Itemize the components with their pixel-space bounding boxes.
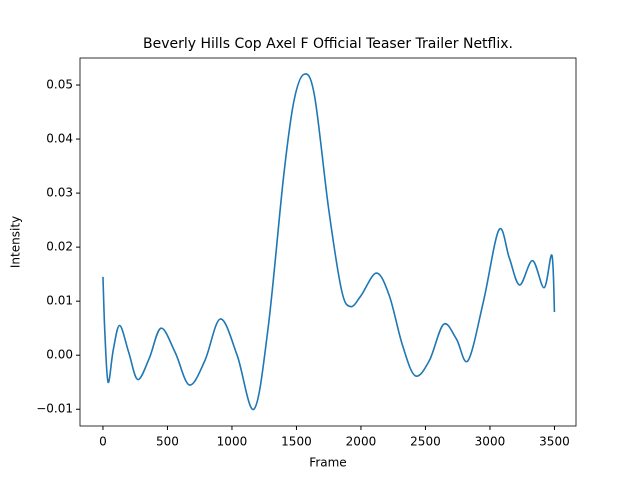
x-axis-label: Frame bbox=[309, 456, 346, 470]
x-tick-label: 1500 bbox=[281, 435, 312, 449]
y-tick-label: 0.01 bbox=[46, 294, 73, 308]
x-tick-label: 1000 bbox=[217, 435, 248, 449]
x-tick-label: 3500 bbox=[539, 435, 570, 449]
y-tick-label: −0.01 bbox=[36, 402, 73, 416]
x-tick-label: 2500 bbox=[410, 435, 441, 449]
x-tick-label: 2000 bbox=[346, 435, 377, 449]
plot-frame bbox=[79, 57, 577, 427]
x-tick-label: 3000 bbox=[475, 435, 506, 449]
y-tick-label: 0.05 bbox=[46, 78, 73, 92]
y-tick-label: 0.00 bbox=[46, 348, 73, 362]
line-series bbox=[102, 73, 556, 411]
y-axis-label: Intensity bbox=[9, 216, 23, 268]
x-tick-label: 500 bbox=[156, 435, 179, 449]
y-tick-label: 0.03 bbox=[46, 186, 73, 200]
y-tick-label: 0.04 bbox=[46, 132, 73, 146]
y-tick-label: 0.02 bbox=[46, 240, 73, 254]
x-tick-label: 0 bbox=[99, 435, 107, 449]
chart-title: Beverly Hills Cop Axel F Official Teaser… bbox=[143, 36, 513, 52]
